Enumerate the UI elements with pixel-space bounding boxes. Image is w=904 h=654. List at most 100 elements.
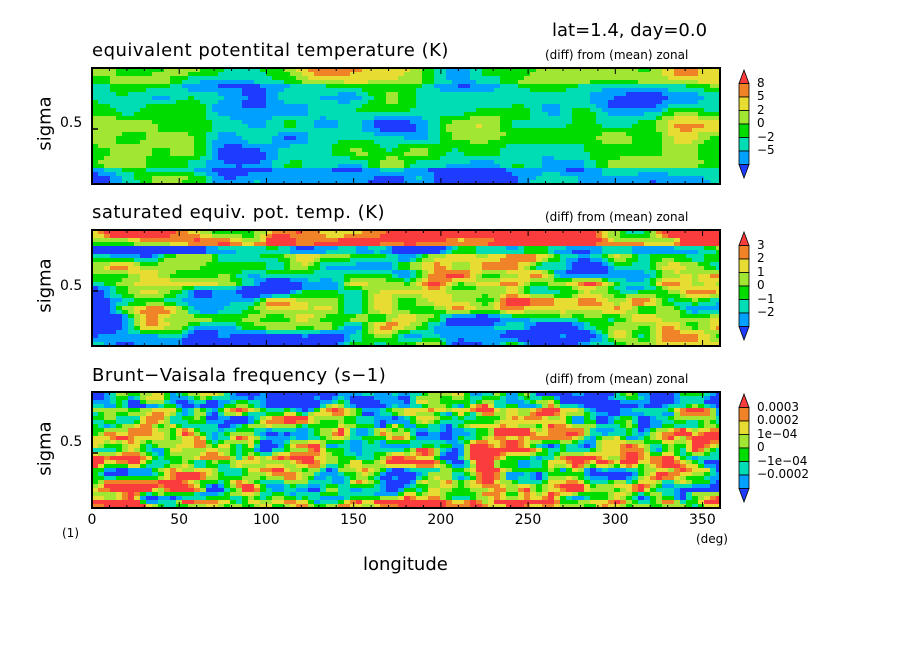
heatmap-cell <box>596 100 603 105</box>
heatmap-cell <box>644 160 651 165</box>
heatmap-cell <box>404 168 411 173</box>
heatmap-cell <box>326 88 333 93</box>
heatmap-cell <box>698 294 705 299</box>
heatmap-cell <box>128 294 135 299</box>
heatmap-cell <box>368 76 375 81</box>
heatmap-cell <box>644 116 651 121</box>
heatmap-cell <box>482 80 489 85</box>
heatmap-cell <box>572 92 579 97</box>
heatmap-cell <box>668 242 675 247</box>
heatmap-cell <box>644 156 651 161</box>
heatmap-cell <box>650 164 657 169</box>
heatmap-cell <box>314 120 321 125</box>
x-tick-label: 250 <box>514 512 542 528</box>
heatmap-cell <box>560 148 567 153</box>
heatmap-cell <box>482 100 489 105</box>
heatmap-cell <box>308 68 315 73</box>
heatmap-cell <box>284 258 291 263</box>
heatmap-cell <box>374 282 381 287</box>
heatmap-cell <box>656 290 663 295</box>
heatmap-cell <box>152 136 159 141</box>
heatmap-cell <box>206 238 213 243</box>
heatmap-cell <box>518 92 525 97</box>
heatmap-cell <box>650 274 657 279</box>
heatmap-cell <box>152 258 159 263</box>
heatmap-cell <box>134 294 141 299</box>
colorbar-label: 3 <box>757 237 765 252</box>
heatmap-cell <box>404 250 411 255</box>
heatmap-cell <box>398 258 405 263</box>
heatmap-cell <box>266 112 273 117</box>
heatmap-cell <box>230 254 237 259</box>
heatmap-cell <box>446 140 453 145</box>
heatmap-cell <box>458 180 465 185</box>
heatmap-cell <box>266 84 273 89</box>
heatmap-cell <box>620 124 627 129</box>
heatmap-cell <box>644 286 651 291</box>
heatmap-cell <box>464 230 471 235</box>
heatmap-cell <box>308 298 315 303</box>
heatmap-cell <box>494 246 501 251</box>
heatmap-cell <box>290 88 297 93</box>
heatmap-cell <box>440 128 447 133</box>
heatmap-cell <box>656 96 663 101</box>
heatmap-cell <box>320 72 327 77</box>
heatmap-cell <box>122 238 129 243</box>
heatmap-cell <box>362 168 369 173</box>
heatmap-cell <box>674 294 681 299</box>
heatmap-cell <box>158 250 165 255</box>
heatmap-cell <box>230 96 237 101</box>
heatmap-cell <box>686 156 693 161</box>
heatmap-cell <box>110 286 117 291</box>
heatmap-cell <box>548 266 555 271</box>
heatmap-cell <box>290 234 297 239</box>
heatmap-cell <box>260 140 267 145</box>
heatmap-cell <box>704 156 711 161</box>
colorbar-swatch <box>738 123 750 138</box>
heatmap-cell <box>182 294 189 299</box>
heatmap-cell <box>218 156 225 161</box>
heatmap-cell <box>716 290 721 295</box>
heatmap-cell <box>692 242 699 247</box>
heatmap-cell <box>260 72 267 77</box>
heatmap-cell <box>422 148 429 153</box>
x-corner-label: (1) <box>62 526 79 540</box>
heatmap-cell <box>512 266 519 271</box>
heatmap-cell <box>200 286 207 291</box>
heatmap-cell <box>92 144 99 149</box>
heatmap-cell <box>494 258 501 263</box>
heatmap-cell <box>386 156 393 161</box>
heatmap-cell <box>176 286 183 291</box>
heatmap-cell <box>698 282 705 287</box>
heatmap-cell <box>704 116 711 121</box>
heatmap-cell <box>536 234 543 239</box>
heatmap-cell <box>140 144 147 149</box>
heatmap-cell <box>512 290 519 295</box>
heatmap-cell <box>134 278 141 283</box>
heatmap-cell <box>296 68 303 73</box>
heatmap-cell <box>404 120 411 125</box>
heatmap-cell <box>344 92 351 97</box>
heatmap-cell <box>254 116 261 121</box>
heatmap-cell <box>458 274 465 279</box>
heatmap-cell <box>554 156 561 161</box>
heatmap-cell <box>554 120 561 125</box>
heatmap-cell <box>152 120 159 125</box>
heatmap-cell <box>668 278 675 283</box>
heatmap-cell <box>548 246 555 251</box>
heatmap-cell <box>458 152 465 157</box>
heatmap-cell <box>392 274 399 279</box>
heatmap-cell <box>332 76 339 81</box>
heatmap-cell <box>584 168 591 173</box>
heatmap-cell <box>224 262 231 267</box>
heatmap-cell <box>572 262 579 267</box>
heatmap-cell <box>266 100 273 105</box>
heatmap-cell <box>494 144 501 149</box>
heatmap-cell <box>116 278 123 283</box>
heatmap-cell <box>578 234 585 239</box>
heatmap-cell <box>158 290 165 295</box>
heatmap-cell <box>98 266 105 271</box>
heatmap-cell <box>512 258 519 263</box>
heatmap-cell <box>446 80 453 85</box>
heatmap-cell <box>386 112 393 117</box>
